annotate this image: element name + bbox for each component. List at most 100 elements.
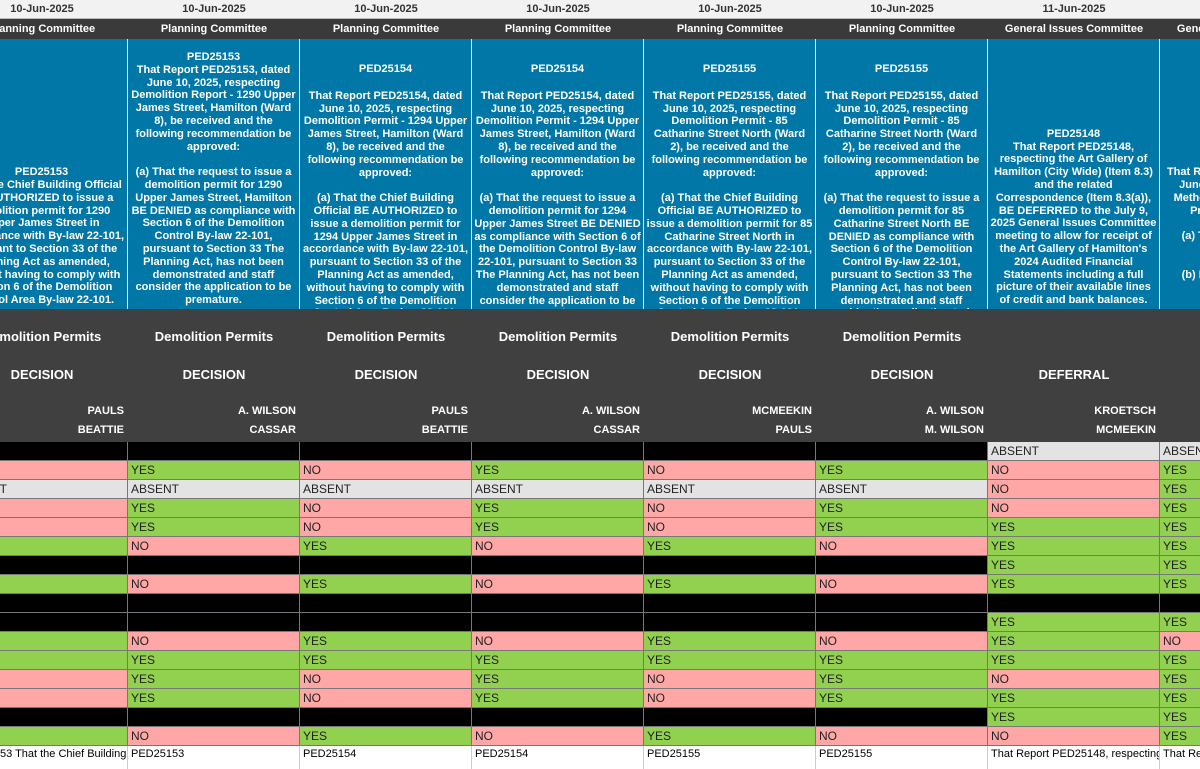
vote-cell[interactable] — [0, 556, 128, 575]
motion-type-cell[interactable]: DEFERRAL — [988, 364, 1160, 402]
vote-cell[interactable]: NO — [0, 518, 128, 537]
meeting-date-cell[interactable]: 10-Jun-2025 — [0, 0, 128, 19]
committee-name-cell[interactable]: Planning Committee — [644, 19, 816, 39]
vote-cell[interactable]: YES — [988, 556, 1160, 575]
committee-name-cell[interactable]: Planning Committee — [472, 19, 644, 39]
committee-name-cell[interactable]: Planning Committee — [0, 19, 128, 39]
vote-cell[interactable]: NO — [0, 461, 128, 480]
mover-cell[interactable]: A. WILSON — [816, 402, 988, 422]
vote-cell[interactable]: YES — [988, 537, 1160, 556]
vote-cell[interactable] — [644, 613, 816, 632]
vote-cell[interactable] — [0, 594, 128, 613]
vote-cell[interactable]: YES — [988, 632, 1160, 651]
vote-cell[interactable] — [644, 594, 816, 613]
vote-cell[interactable]: NO — [988, 727, 1160, 746]
seconder-cell[interactable]: PAULS — [644, 422, 816, 442]
motion-text-cell[interactable]: PED25153 That Report PED25153, dated June… — [128, 39, 300, 309]
vote-cell[interactable]: NO — [988, 499, 1160, 518]
category-cell[interactable]: Demolition Permits — [644, 309, 816, 364]
vote-cell[interactable]: YES — [1160, 556, 1200, 575]
vote-cell[interactable]: YES — [644, 727, 816, 746]
footer-cell[interactable]: PED25153 — [128, 746, 300, 769]
vote-cell[interactable]: YES — [1160, 613, 1200, 632]
vote-cell[interactable]: YES — [644, 632, 816, 651]
vote-cell[interactable]: ABSENT — [300, 480, 472, 499]
vote-cell[interactable]: YES — [816, 689, 988, 708]
vote-cell[interactable] — [472, 442, 644, 461]
vote-cell[interactable]: YES — [816, 518, 988, 537]
vote-cell[interactable] — [128, 442, 300, 461]
vote-cell[interactable]: YES — [128, 689, 300, 708]
vote-cell[interactable]: YES — [128, 518, 300, 537]
vote-cell[interactable]: NO — [988, 480, 1160, 499]
vote-cell[interactable]: NO — [988, 670, 1160, 689]
category-cell[interactable] — [988, 309, 1160, 364]
vote-cell[interactable]: NO — [1160, 632, 1200, 651]
seconder-cell[interactable]: CASSAR — [128, 422, 300, 442]
vote-cell[interactable]: YES — [472, 518, 644, 537]
vote-cell[interactable]: NO — [644, 689, 816, 708]
vote-cell[interactable]: NO — [472, 727, 644, 746]
vote-cell[interactable]: NO — [644, 499, 816, 518]
vote-cell[interactable]: YES — [300, 632, 472, 651]
vote-cell[interactable]: YES — [988, 518, 1160, 537]
vote-cell[interactable]: YES — [128, 499, 300, 518]
vote-cell[interactable]: NO — [300, 518, 472, 537]
motion-text-cell[interactable]: PED25154 That Report PED25154, dated June… — [472, 39, 644, 309]
seconder-cell[interactable]: M. WILSON — [816, 422, 988, 442]
motion-type-cell[interactable]: DECISION — [300, 364, 472, 402]
committee-name-cell[interactable]: Planning Committee — [128, 19, 300, 39]
vote-cell[interactable]: YES — [988, 613, 1160, 632]
mover-cell[interactable]: A. WILSON — [128, 402, 300, 422]
motion-type-cell[interactable]: DECISION — [816, 364, 988, 402]
vote-cell[interactable]: ABSENT — [128, 480, 300, 499]
vote-cell[interactable]: YES — [0, 632, 128, 651]
vote-cell[interactable]: NO — [300, 670, 472, 689]
vote-cell[interactable]: YES — [1160, 689, 1200, 708]
vote-cell[interactable] — [300, 613, 472, 632]
vote-cell[interactable]: YES — [472, 689, 644, 708]
vote-cell[interactable]: YES — [128, 651, 300, 670]
footer-cell[interactable]: PED25155 — [816, 746, 988, 769]
category-cell[interactable]: Demolition Permits — [0, 309, 128, 364]
motion-text-cell[interactable]: That Report PED25XXX, dated June 11, 202… — [1160, 39, 1200, 309]
vote-cell[interactable]: YES — [1160, 651, 1200, 670]
meeting-date-cell[interactable]: 10-Jun-2025 — [300, 0, 472, 19]
footer-cell[interactable]: PED25153 That the Chief Building Officia… — [0, 746, 128, 769]
vote-cell[interactable] — [816, 594, 988, 613]
vote-cell[interactable]: ABSENT — [0, 480, 128, 499]
mover-cell[interactable] — [1160, 402, 1200, 422]
seconder-cell[interactable]: BEATTIE — [0, 422, 128, 442]
vote-cell[interactable]: YES — [472, 651, 644, 670]
vote-cell[interactable] — [0, 442, 128, 461]
mover-cell[interactable]: PAULS — [300, 402, 472, 422]
vote-cell[interactable]: YES — [472, 670, 644, 689]
vote-cell[interactable] — [644, 442, 816, 461]
motion-type-cell[interactable]: DECISION — [472, 364, 644, 402]
motion-type-cell[interactable] — [1160, 364, 1200, 402]
vote-cell[interactable] — [128, 594, 300, 613]
vote-cell[interactable]: YES — [1160, 727, 1200, 746]
motion-text-cell[interactable]: PED25155 That Report PED25155, dated June… — [816, 39, 988, 309]
committee-name-cell[interactable]: General Issues Committee — [1160, 19, 1200, 39]
vote-cell[interactable] — [988, 594, 1160, 613]
vote-cell[interactable]: YES — [0, 575, 128, 594]
vote-cell[interactable]: NO — [0, 689, 128, 708]
motion-text-cell[interactable]: PED25154 That Report PED25154, dated June… — [300, 39, 472, 309]
vote-cell[interactable]: NO — [816, 575, 988, 594]
vote-cell[interactable]: ABSENT — [644, 480, 816, 499]
vote-cell[interactable] — [472, 556, 644, 575]
vote-cell[interactable]: ABSENT — [1160, 442, 1200, 461]
meeting-date-cell[interactable]: 10-Jun-2025 — [472, 0, 644, 19]
vote-cell[interactable]: YES — [300, 651, 472, 670]
vote-cell[interactable]: NO — [644, 518, 816, 537]
meeting-date-cell[interactable]: 10-Jun-2025 — [816, 0, 988, 19]
vote-cell[interactable]: YES — [988, 708, 1160, 727]
category-cell[interactable]: Demolition Permits — [300, 309, 472, 364]
meeting-date-cell[interactable]: 10-Jun-2025 — [644, 0, 816, 19]
vote-cell[interactable]: NO — [0, 670, 128, 689]
motion-type-cell[interactable]: DECISION — [644, 364, 816, 402]
mover-cell[interactable]: KROETSCH — [988, 402, 1160, 422]
vote-cell[interactable] — [1160, 594, 1200, 613]
